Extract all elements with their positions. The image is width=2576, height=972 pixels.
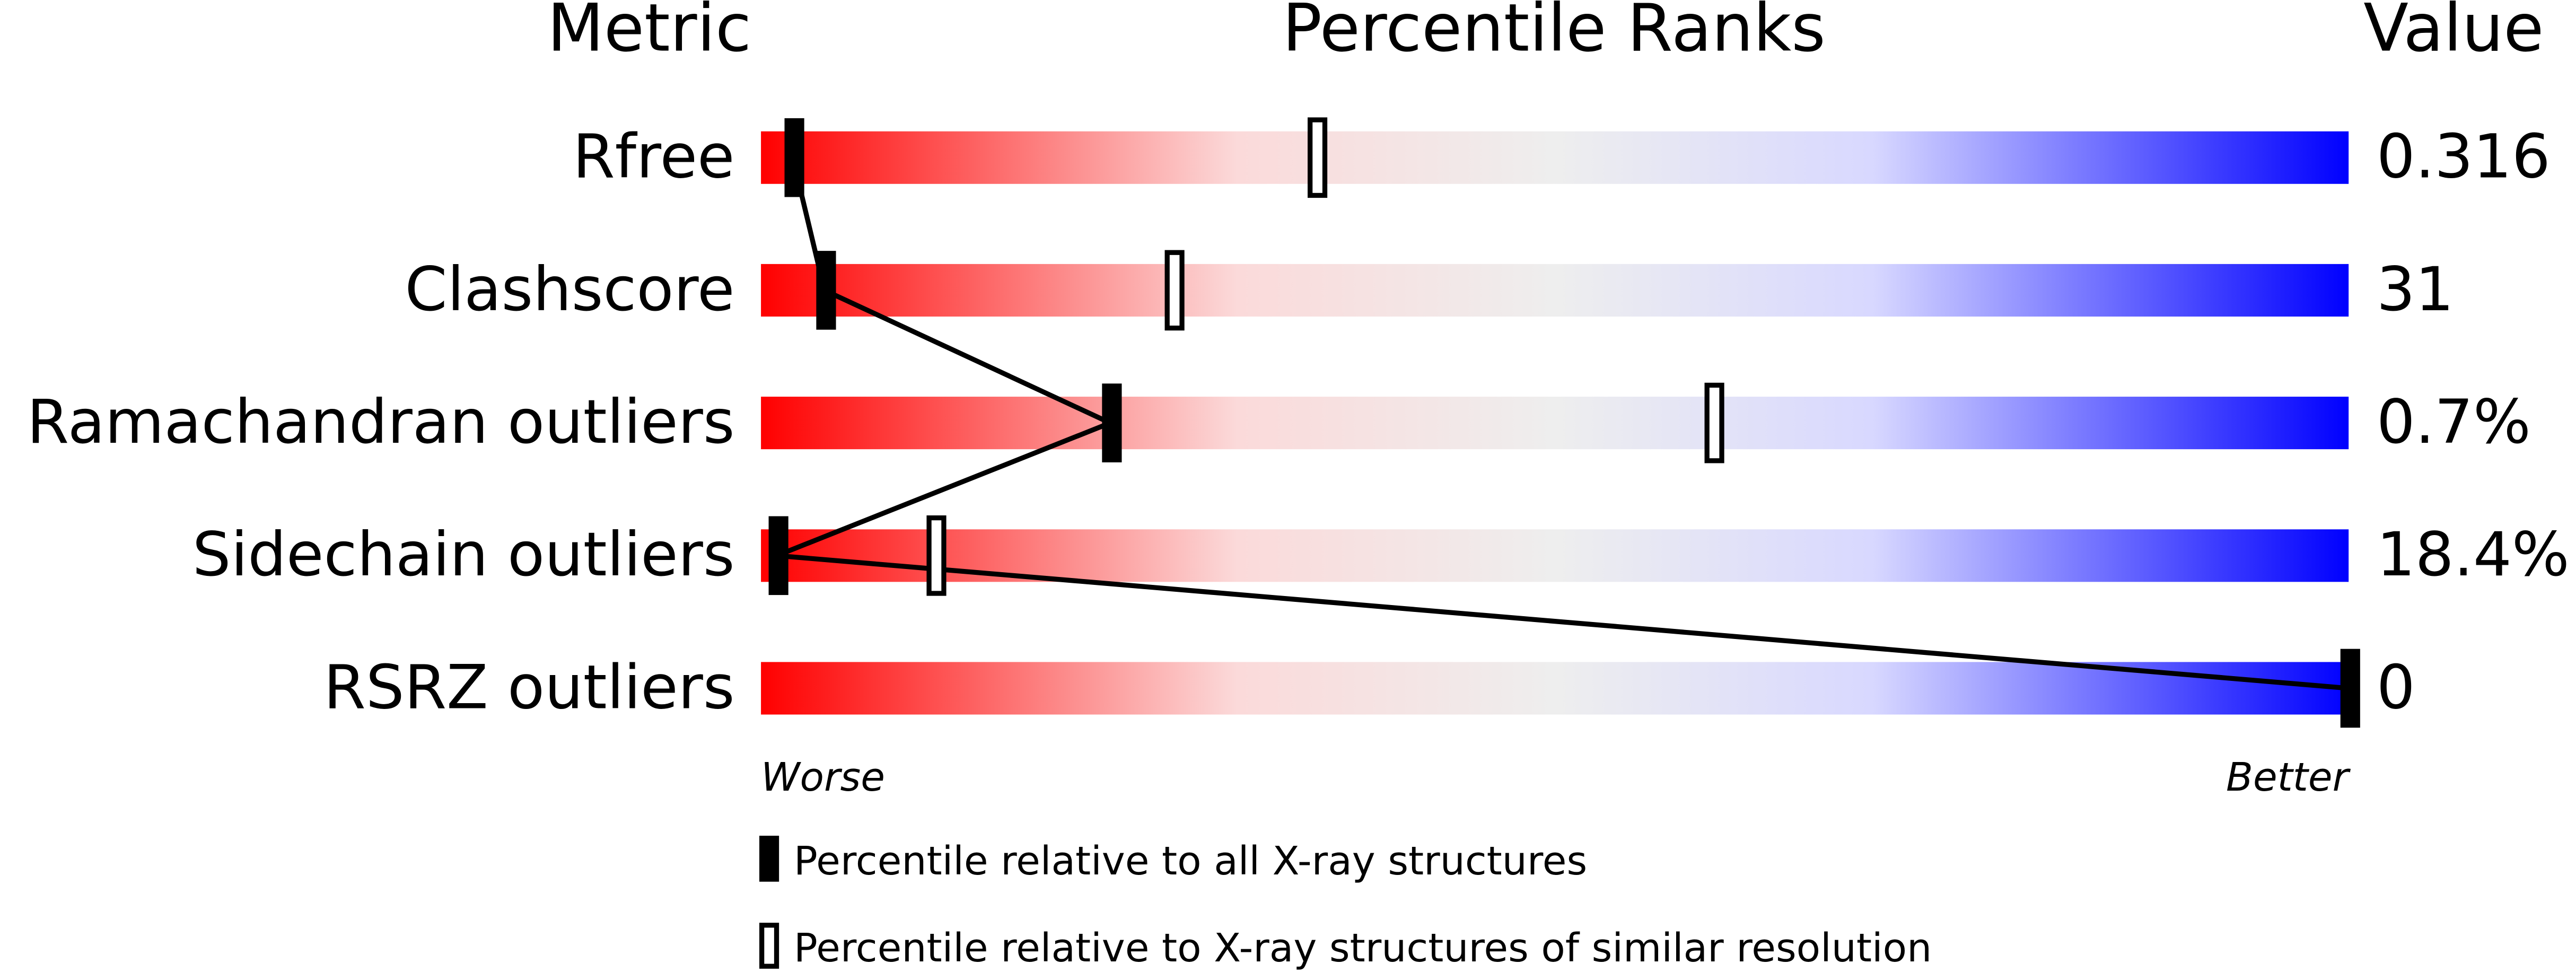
metric-value: 0.316 — [2377, 122, 2551, 192]
percentile-slider — [761, 397, 2349, 450]
metric-label: Rfree — [573, 122, 734, 192]
metric-value: 31 — [2377, 255, 2454, 325]
percentile-marker — [2340, 649, 2360, 728]
percentile-slider — [761, 264, 2349, 317]
percentile-marker — [784, 118, 804, 197]
percentile-marker-hollow — [1308, 117, 1328, 198]
metric-value: 0.7% — [2377, 387, 2531, 458]
metric-label: Ramachandran outliers — [27, 387, 735, 458]
percentile-slider — [761, 662, 2349, 715]
percentile-marker-hollow — [1704, 382, 1724, 463]
legend-swatch — [759, 836, 779, 882]
column-header: Percentile Ranks — [1282, 0, 1825, 67]
percentile-marker — [768, 516, 788, 596]
legend-swatch — [759, 923, 779, 969]
column-header: Value — [2363, 0, 2544, 67]
metric-label: RSRZ outliers — [323, 652, 734, 723]
percentile-marker-hollow — [1164, 250, 1185, 331]
axis-label: Better — [2226, 754, 2351, 800]
percentile-slider — [761, 529, 2349, 582]
column-header: Metric — [547, 0, 751, 67]
metric-value: 0 — [2377, 652, 2415, 723]
percentile-marker — [816, 251, 836, 330]
legend-entry: Percentile relative to X-ray structures … — [794, 925, 1932, 971]
metric-value: 18.4% — [2377, 520, 2570, 590]
metric-label: Clashscore — [405, 255, 734, 325]
percentile-slider — [761, 131, 2349, 184]
axis-label: Worse — [761, 754, 885, 800]
percentile-marker-hollow — [926, 515, 947, 596]
legend-entry: Percentile relative to all X-ray structu… — [794, 838, 1587, 884]
metric-label: Sidechain outliers — [192, 520, 735, 590]
percentile-marker — [1102, 383, 1122, 462]
